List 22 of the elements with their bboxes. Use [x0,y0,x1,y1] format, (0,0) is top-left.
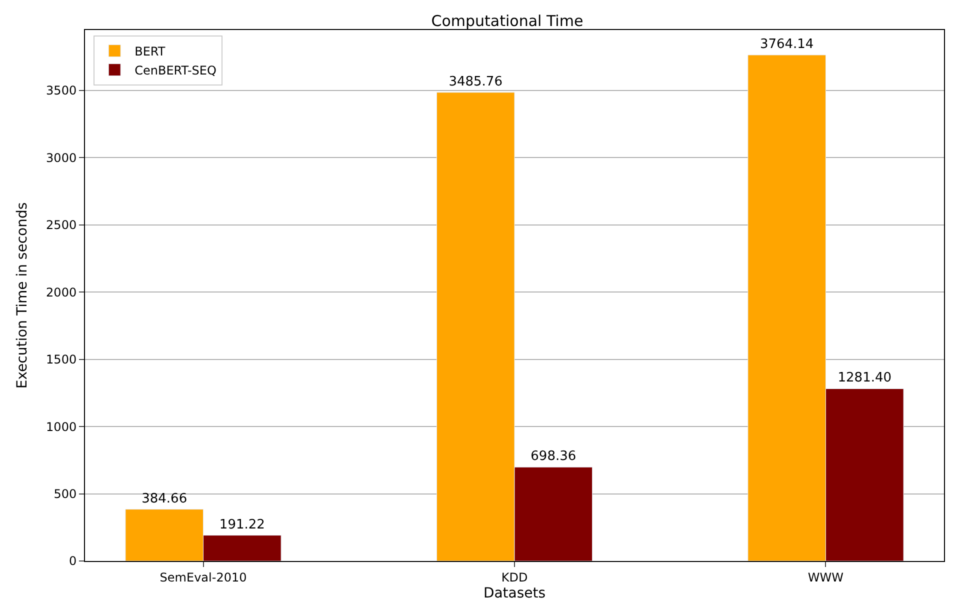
x-tick-label: WWW [808,570,844,584]
data-label: 3764.14 [760,36,814,52]
data-label: 191.22 [219,517,265,532]
y-tick-label: 1000 [46,420,77,434]
data-label: 3485.76 [448,74,502,90]
y-tick-label: 2000 [46,285,77,300]
y-axis-title: Execution Time in seconds [14,202,31,389]
y-tick-label: 2500 [46,218,77,232]
x-tick-label: KDD [501,570,528,584]
data-label: 698.36 [530,449,576,464]
y-tick-label: 1500 [46,352,77,367]
y-tick-label: 3500 [46,84,77,98]
data-label: 384.66 [142,491,188,506]
data-label: 1281.40 [838,370,892,386]
y-tick-label: 3000 [46,150,77,165]
y-tick-label: 0 [68,554,77,568]
x-axis-title: Datasets [483,586,546,602]
y-tick-label: 500 [54,486,77,501]
legend-label: CenBERT-SEQ [134,63,216,78]
legend-label: BERT [134,44,166,58]
chart-title: Computational Time [431,12,584,30]
x-tick-label: SemEval-2010 [160,570,247,584]
